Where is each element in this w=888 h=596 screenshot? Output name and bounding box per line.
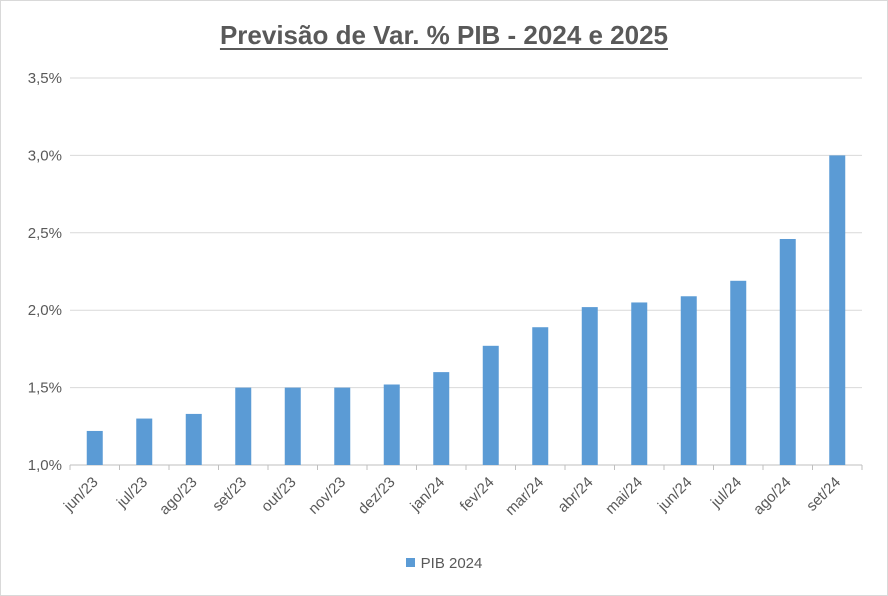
x-tick-label: jan/24: [406, 474, 448, 516]
bar: [631, 302, 648, 465]
x-tick-label: ago/23: [156, 474, 200, 518]
bar: [334, 387, 351, 465]
bar: [532, 327, 549, 465]
x-tick-label: jun/23: [60, 474, 102, 516]
x-tick-label: jul/23: [113, 474, 151, 512]
x-tick-label: nov/23: [305, 474, 349, 518]
x-tick-label: mar/24: [502, 474, 547, 519]
y-tick-label: 3,5%: [28, 70, 62, 87]
y-tick-label: 1,0%: [28, 457, 62, 474]
bar: [383, 384, 400, 465]
y-tick-label: 2,5%: [28, 225, 62, 242]
y-tick-label: 1,5%: [28, 380, 62, 397]
y-tick-label: 2,0%: [28, 302, 62, 319]
x-tick-label: mai/24: [602, 474, 646, 518]
x-tick-label: abr/24: [554, 474, 596, 516]
bar: [482, 345, 499, 465]
x-tick-label: out/23: [258, 474, 300, 516]
x-tick-label: dez/23: [355, 474, 399, 518]
x-tick-label: ago/24: [750, 474, 794, 518]
chart-title: Previsão de Var. % PIB - 2024 e 2025: [219, 20, 669, 50]
bar: [433, 372, 450, 465]
bar: [235, 387, 252, 465]
bar: [185, 413, 202, 465]
x-tick-label: jul/24: [707, 474, 745, 512]
x-tick-label: set/23: [209, 474, 250, 515]
legend-label: PIB 2024: [420, 555, 483, 572]
bar: [829, 155, 846, 465]
legend: PIB 2024: [0, 555, 888, 572]
x-tick-label: jun/24: [654, 474, 696, 516]
x-tick-label: set/24: [803, 474, 844, 515]
bar: [581, 307, 598, 465]
bar: [779, 238, 796, 465]
legend-swatch: [405, 558, 415, 567]
bar: [730, 280, 747, 465]
x-tick-label: fev/24: [457, 474, 498, 515]
y-tick-label: 3,0%: [28, 147, 62, 164]
bar: [284, 387, 301, 465]
bar: [680, 296, 697, 465]
bar: [86, 430, 103, 465]
bar: [136, 418, 153, 465]
